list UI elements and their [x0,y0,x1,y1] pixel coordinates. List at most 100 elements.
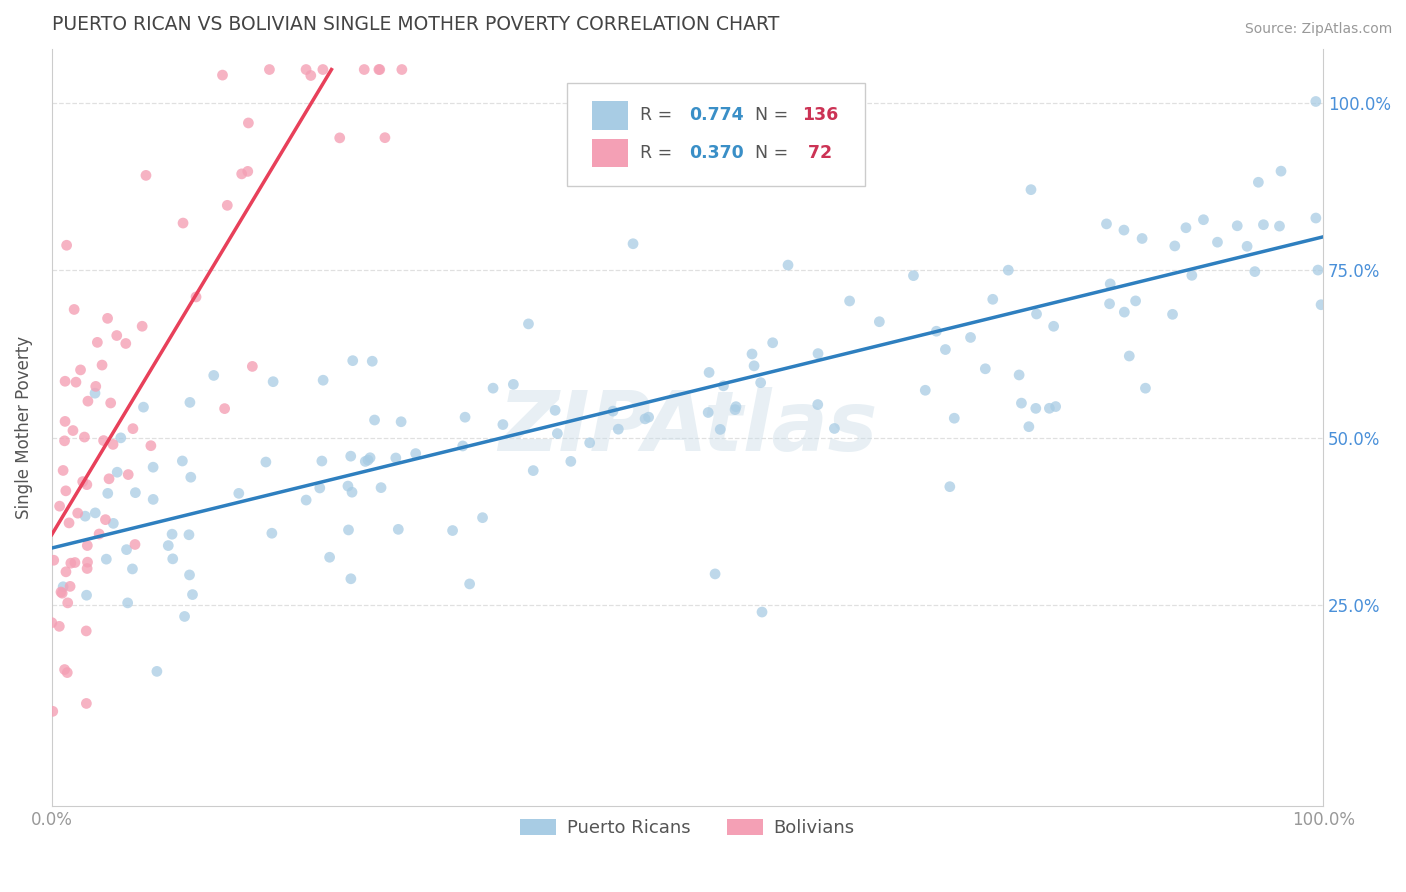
Point [51,586,73,600]
Point [482,381,505,395]
Point [146,665,169,679]
Point [132,400,155,414]
Point [139,439,162,453]
Point [367,62,389,77]
Point [173,609,195,624]
Point [387,522,409,536]
Point [260,526,283,541]
Point [868,315,890,329]
Point [724,400,747,414]
Text: PUERTO RICAN VS BOLIVIAN SINGLE MOTHER POVERTY CORRELATION CHART: PUERTO RICAN VS BOLIVIAN SINGLE MOTHER P… [52,15,779,34]
Point [105,328,128,343]
Point [312,62,335,77]
Text: Source: ZipAtlas.com: Source: ZipAtlas.com [1244,22,1392,37]
Text: 136: 136 [801,106,838,124]
Point [1099,277,1122,291]
Point [607,422,630,436]
Point [55,238,77,252]
Point [1236,239,1258,253]
Point [385,450,408,465]
Point [492,417,515,432]
Point [1268,219,1291,233]
Point [236,164,259,178]
Point [238,116,260,130]
Point [55,565,77,579]
Point [58,516,80,530]
Point [75,624,97,638]
Point [370,481,392,495]
Point [354,454,377,468]
Point [634,412,657,426]
FancyBboxPatch shape [567,84,866,186]
Point [517,317,540,331]
Point [997,263,1019,277]
Point [1305,211,1327,225]
Point [97,486,120,500]
Point [336,479,359,493]
Point [560,454,582,468]
Point [105,465,128,479]
Bar [592,101,627,129]
Point [76,561,98,575]
Point [94,513,117,527]
Point [1019,183,1042,197]
Point [63,302,86,317]
Point [1270,164,1292,178]
Point [1306,263,1329,277]
Point [546,426,568,441]
Point [48,499,70,513]
Point [295,493,318,508]
Point [53,414,76,428]
Point [110,431,132,445]
Point [823,421,845,435]
Point [1247,175,1270,189]
Point [749,376,772,390]
Point [724,402,747,417]
Point [48,619,70,633]
Point [262,375,284,389]
Point [1045,400,1067,414]
Point [502,377,524,392]
Point [329,131,352,145]
Point [142,460,165,475]
Point [56,596,79,610]
Point [179,568,201,582]
Point [135,169,157,183]
Point [544,403,567,417]
Point [77,394,100,409]
Point [451,439,474,453]
Point [97,311,120,326]
Point [704,566,727,581]
Point [53,374,76,388]
Point [75,509,97,524]
Point [762,335,785,350]
Point [1018,419,1040,434]
Point [181,588,204,602]
Point [89,527,111,541]
Point [115,542,138,557]
Point [231,167,253,181]
Point [934,343,956,357]
Point [76,588,98,602]
Text: N =: N = [755,144,793,162]
Point [180,470,202,484]
Point [903,268,925,283]
Point [340,572,363,586]
Point [299,69,322,83]
Point [101,437,124,451]
Text: N =: N = [755,106,793,124]
Point [522,464,544,478]
Point [312,373,335,387]
Point [807,346,830,360]
Point [363,413,385,427]
Point [124,485,146,500]
Point [214,401,236,416]
Point [914,384,936,398]
Legend: Puerto Ricans, Bolivians: Puerto Ricans, Bolivians [510,810,863,846]
Point [76,555,98,569]
Point [1025,401,1047,416]
Point [157,539,180,553]
Point [124,537,146,551]
Point [86,335,108,350]
Point [374,130,396,145]
